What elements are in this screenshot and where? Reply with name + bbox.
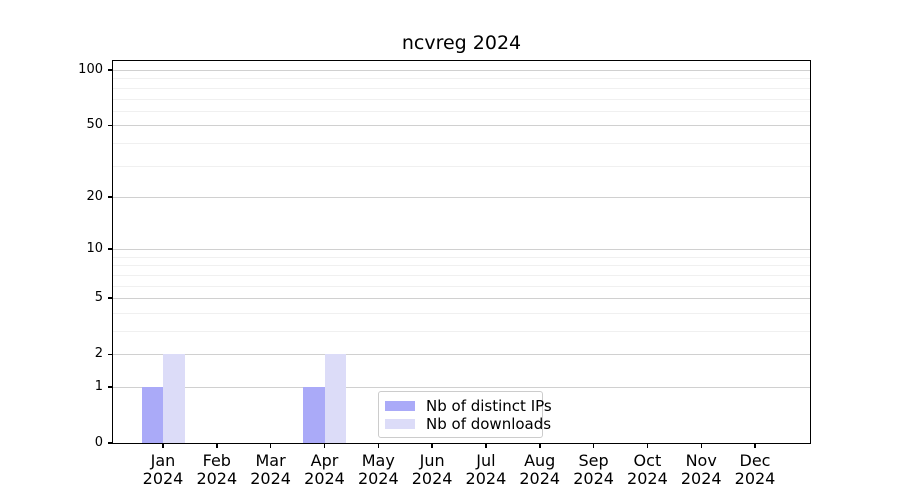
y-axis-tick bbox=[108, 69, 113, 71]
x-axis-tick bbox=[592, 443, 595, 448]
minor-gridline bbox=[113, 78, 810, 80]
bar-nb-of-downloads bbox=[163, 354, 185, 443]
y-tick-label: 100 bbox=[78, 62, 103, 77]
x-tick-label: May 2024 bbox=[357, 451, 399, 488]
minor-gridline bbox=[113, 165, 810, 167]
x-tick-label: Jul 2024 bbox=[465, 451, 507, 488]
minor-gridline bbox=[113, 98, 810, 100]
y-axis-tick bbox=[108, 442, 113, 444]
plot-frame bbox=[112, 60, 811, 444]
bar-nb-of-distinct-ips bbox=[303, 387, 325, 443]
chart-title: ncvreg 2024 bbox=[401, 32, 522, 54]
y-tick-label: 5 bbox=[94, 290, 103, 306]
minor-gridline bbox=[113, 256, 810, 258]
major-gridline bbox=[113, 196, 810, 198]
x-tick-label: Oct 2024 bbox=[627, 451, 668, 488]
y-axis-tick bbox=[108, 353, 113, 355]
x-tick-label: Dec 2024 bbox=[734, 451, 776, 488]
x-tick-label: Jun 2024 bbox=[411, 451, 453, 488]
x-tick-label: Mar 2024 bbox=[250, 451, 291, 488]
x-axis-tick bbox=[700, 443, 702, 448]
y-tick-label: 0 bbox=[94, 435, 103, 450]
minor-gridline bbox=[113, 331, 810, 332]
x-tick-label: Feb 2024 bbox=[196, 451, 238, 488]
x-axis-tick bbox=[431, 443, 433, 448]
y-tick-label: 10 bbox=[86, 241, 103, 257]
y-axis-tick bbox=[108, 297, 113, 299]
y-axis-tick bbox=[108, 124, 113, 126]
x-axis-tick bbox=[646, 443, 649, 448]
legend-label: Nb of distinct IPs bbox=[426, 397, 552, 415]
legend-label: Nb of downloads bbox=[426, 415, 552, 433]
legend-swatch-nb-of-distinct-ips bbox=[385, 401, 415, 411]
major-gridline bbox=[113, 354, 810, 356]
minor-gridline bbox=[113, 274, 810, 276]
y-tick-label: 20 bbox=[86, 188, 103, 204]
major-gridline bbox=[113, 249, 810, 251]
major-gridline bbox=[113, 298, 810, 300]
plot-area: 0 1 2 5 10 20 50 100 Jan 2024 Feb 2024 Mar 2024 Apr… bbox=[78, 61, 810, 488]
legend-entry: Nb of distinct IPs bbox=[385, 397, 552, 415]
minor-gridline bbox=[113, 110, 810, 112]
y-axis-tick bbox=[108, 386, 113, 388]
x-tick-label: Aug 2024 bbox=[519, 451, 561, 488]
legend-entry: Nb of downloads bbox=[385, 415, 551, 433]
x-tick-label: Nov 2024 bbox=[680, 451, 722, 488]
x-axis-tick bbox=[754, 443, 756, 448]
x-tick-label: Jan 2024 bbox=[142, 451, 184, 488]
bar-nb-of-downloads bbox=[324, 354, 346, 443]
major-gridline bbox=[113, 70, 810, 71]
y-axis-tick bbox=[108, 196, 113, 198]
minor-gridline bbox=[113, 142, 810, 144]
x-axis-tick bbox=[269, 443, 272, 448]
y-tick-label: 50 bbox=[86, 117, 103, 133]
x-axis-tick bbox=[485, 443, 487, 448]
x-axis-tick bbox=[216, 443, 218, 448]
x-tick-label: Sep 2024 bbox=[573, 451, 614, 488]
legend: Nb of distinct IPs Nb of downloads bbox=[378, 391, 552, 438]
legend-swatch-nb-of-downloads bbox=[385, 419, 415, 429]
y-axis-tick bbox=[108, 248, 113, 250]
x-axis-tick bbox=[162, 443, 164, 448]
minor-gridline bbox=[113, 312, 810, 314]
minor-gridline bbox=[113, 265, 810, 267]
y-tick-label: 2 bbox=[94, 346, 103, 362]
x-axis-tick bbox=[377, 443, 379, 448]
minor-gridline bbox=[113, 87, 810, 89]
y-tick-label: 1 bbox=[94, 379, 103, 394]
x-axis-tick bbox=[323, 443, 326, 448]
bar-nb-of-distinct-ips bbox=[141, 387, 163, 443]
x-tick-label: Apr 2024 bbox=[304, 451, 345, 488]
x-axis-tick bbox=[539, 443, 541, 448]
minor-gridline bbox=[113, 285, 810, 287]
major-gridline bbox=[113, 125, 810, 127]
major-gridline bbox=[113, 387, 810, 388]
